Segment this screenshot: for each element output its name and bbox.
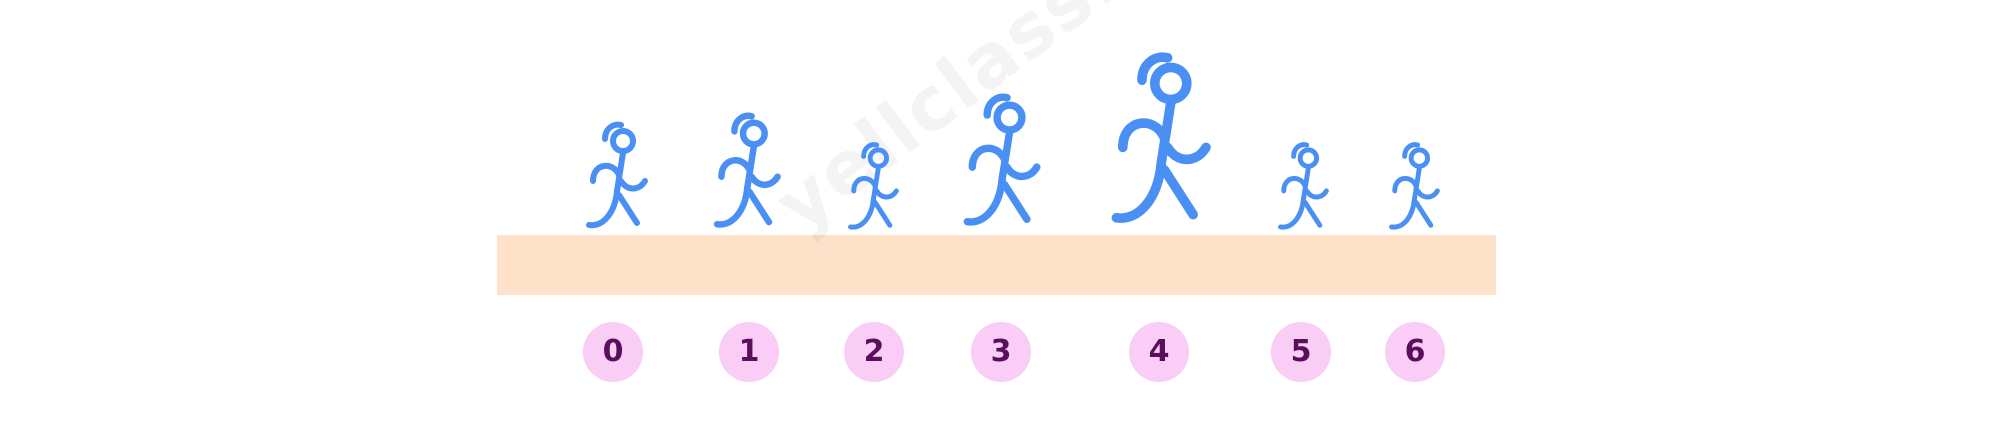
runner-hair: [983, 93, 1012, 120]
number-badge: 5: [1271, 322, 1331, 382]
runner-back-leg: [848, 196, 877, 230]
runner-back-leg: [964, 176, 1007, 226]
runner-hair: [1137, 52, 1173, 85]
runner-front-arm: [748, 173, 781, 188]
runner-hair: [1291, 142, 1310, 160]
number-badge: 4: [1129, 322, 1189, 382]
runner-hair: [730, 112, 755, 135]
number-badge: 2: [844, 322, 904, 382]
runner-head: [739, 119, 768, 148]
runner-back-leg: [586, 188, 620, 229]
runner-back-arm: [1392, 176, 1419, 194]
runner-back-arm: [851, 176, 878, 194]
runner-front-arm: [1162, 142, 1211, 165]
runner-back-leg: [1389, 196, 1418, 230]
runner-back-leg: [713, 184, 751, 228]
runner-front-leg: [1159, 165, 1198, 220]
number-badge: 1: [719, 322, 779, 382]
runner-back-leg: [1111, 158, 1166, 223]
runner-head: [1150, 62, 1192, 105]
runner-icon: [1278, 142, 1330, 230]
runner-front-leg: [1413, 200, 1434, 228]
ground-band: [497, 235, 1496, 295]
runner-back-arm: [1281, 176, 1308, 194]
runner-back-leg: [1278, 196, 1307, 230]
runner-front-leg: [872, 200, 893, 228]
runner-front-leg: [616, 192, 640, 226]
runner-front-leg: [1302, 200, 1323, 228]
runner-head: [993, 101, 1027, 135]
runner-hair: [602, 121, 624, 142]
runner-front-arm: [1003, 163, 1041, 181]
runner-head: [1297, 147, 1320, 169]
runner-icon: [1389, 142, 1441, 230]
number-badge: 6: [1385, 322, 1445, 382]
runner-front-arm: [618, 178, 648, 192]
runner-front-arm: [1415, 188, 1441, 200]
runner-head: [1408, 147, 1431, 169]
runner-icon: [964, 93, 1041, 226]
runner-icon: [713, 112, 781, 228]
runner-hair: [1402, 142, 1421, 160]
runner-icon: [848, 142, 900, 230]
runner-front-arm: [874, 188, 900, 200]
number-badge: 0: [583, 322, 643, 382]
runner-back-arm: [1118, 118, 1170, 153]
runner-icon: [586, 121, 648, 229]
runner-back-arm: [590, 163, 622, 184]
runner-front-leg: [1001, 181, 1031, 224]
runner-front-leg: [746, 188, 772, 226]
runner-head: [867, 147, 890, 169]
runner-icon: [1111, 52, 1211, 223]
runner-back-arm: [717, 157, 753, 180]
runner-hair: [861, 142, 880, 160]
runner-front-arm: [1304, 188, 1330, 200]
runner-back-arm: [968, 145, 1009, 172]
number-badge: 3: [971, 322, 1031, 382]
runner-head: [610, 128, 636, 154]
